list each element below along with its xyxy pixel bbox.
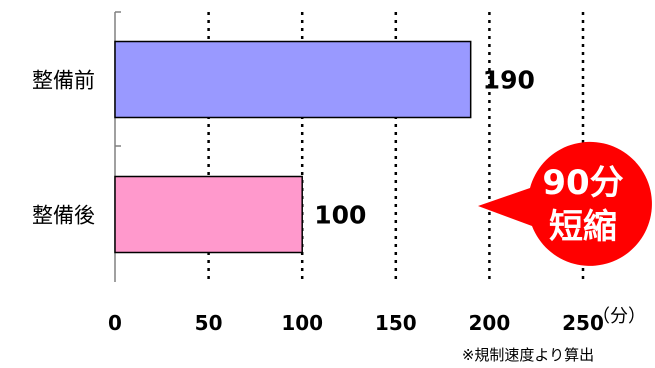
bar (114, 175, 303, 254)
x-tick-label: 250 (562, 311, 604, 335)
x-tick-label: 0 (108, 311, 122, 335)
category-label: 整備前 (32, 69, 95, 93)
data-label: 190 (483, 66, 535, 95)
callout: 90分 短縮 (478, 141, 652, 266)
x-tick-labels: 0 50 100 150 200 250 (108, 311, 604, 335)
callout-bubble (478, 141, 652, 266)
x-tick-label: 100 (281, 311, 323, 335)
footnote: ※規制速度より算出 (462, 346, 594, 364)
bars (114, 40, 472, 254)
callout-line1: 90分 (542, 163, 623, 203)
x-unit-label: （分） (592, 306, 646, 327)
callout-line2: 短縮 (549, 207, 617, 247)
x-tick-label: 200 (469, 311, 511, 335)
bar (114, 40, 472, 119)
x-tick-label: 50 (195, 311, 223, 335)
x-tick-label: 150 (375, 311, 417, 335)
category-label: 整備後 (32, 204, 95, 228)
data-labels: 190 100 (314, 66, 535, 230)
data-label: 100 (314, 201, 366, 230)
